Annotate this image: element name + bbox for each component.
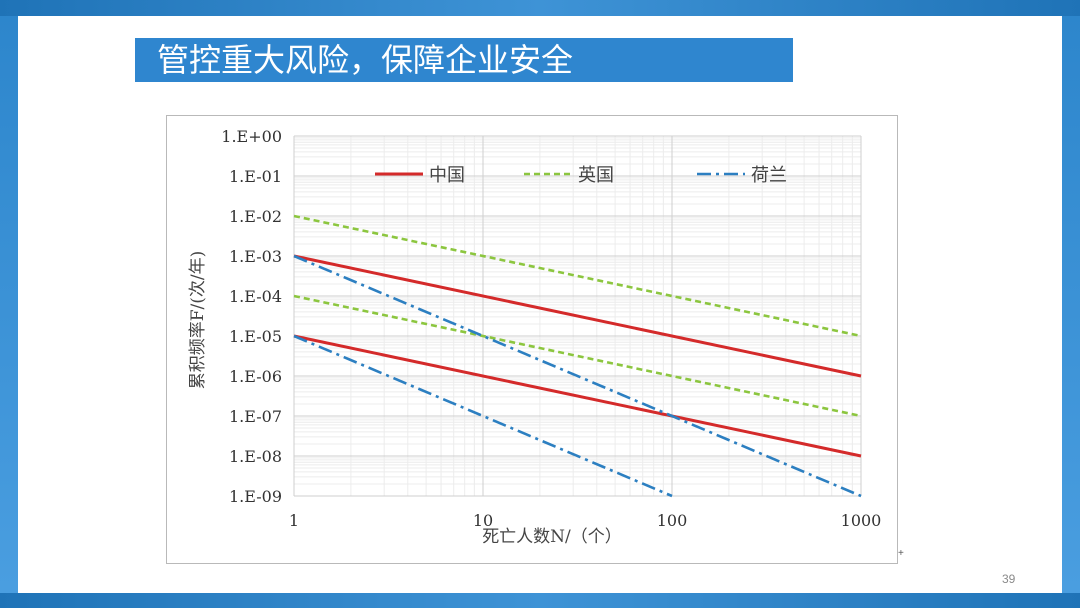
y-axis-label: 累积频率F/(次/年) <box>188 251 208 390</box>
grid-minor-lines <box>294 136 861 496</box>
y-tick-label: 1.E-02 <box>229 207 282 226</box>
legend: 中国 英国 荷兰 <box>375 165 787 186</box>
page-number: 39 <box>1002 572 1016 586</box>
china-line <box>293 334 862 458</box>
x-tick-label: 10 <box>473 511 493 530</box>
x-axis-label: 死亡人数N/（个） <box>482 527 622 547</box>
y-tick-label: 1.E-03 <box>229 247 282 266</box>
stray-plus-mark: + <box>898 548 904 559</box>
right-decorative-band <box>1062 16 1080 593</box>
chart-frame: 1.E+00 1.E-01 1.E-02 1.E-03 1.E-04 1.E-05 1.E-… <box>166 115 898 564</box>
y-tick-label: 1.E-09 <box>229 487 282 506</box>
x-axis-tick-labels: 1 10 100 1000 <box>289 511 881 530</box>
fn-curve-chart: 1.E+00 1.E-01 1.E-02 1.E-03 1.E-04 1.E-05 1.E-… <box>188 127 881 547</box>
y-tick-label: 1.E-04 <box>229 287 282 306</box>
x-tick-label: 100 <box>657 511 688 530</box>
x-tick-label: 1000 <box>841 511 882 530</box>
legend-label-3: 荷兰 <box>751 165 787 186</box>
left-decorative-band <box>0 16 18 593</box>
x-tick-label: 1 <box>289 511 299 530</box>
y-tick-label: 1.E-07 <box>229 407 282 426</box>
uk-line <box>293 214 862 338</box>
slide-title-bar: 管控重大风险，保障企业安全 <box>135 38 793 82</box>
china-line <box>293 254 862 378</box>
top-decorative-band <box>0 0 1080 16</box>
y-tick-label: 1.E-06 <box>229 367 282 386</box>
y-tick-label: 1.E-05 <box>229 327 282 346</box>
legend-label-1: 中国 <box>429 165 465 186</box>
y-tick-label: 1.E-01 <box>229 167 282 186</box>
legend-label-2: 英国 <box>578 165 614 186</box>
uk-line <box>293 294 862 418</box>
bottom-decorative-band <box>0 593 1080 608</box>
y-tick-label: 1.E-08 <box>229 447 282 466</box>
series-lines <box>293 214 862 498</box>
slide-title: 管控重大风险，保障企业安全 <box>157 41 574 79</box>
y-tick-label: 1.E+00 <box>221 127 282 146</box>
netherlands-line <box>293 254 862 498</box>
y-axis-tick-labels: 1.E+00 1.E-01 1.E-02 1.E-03 1.E-04 1.E-05 1.E-… <box>221 127 282 506</box>
